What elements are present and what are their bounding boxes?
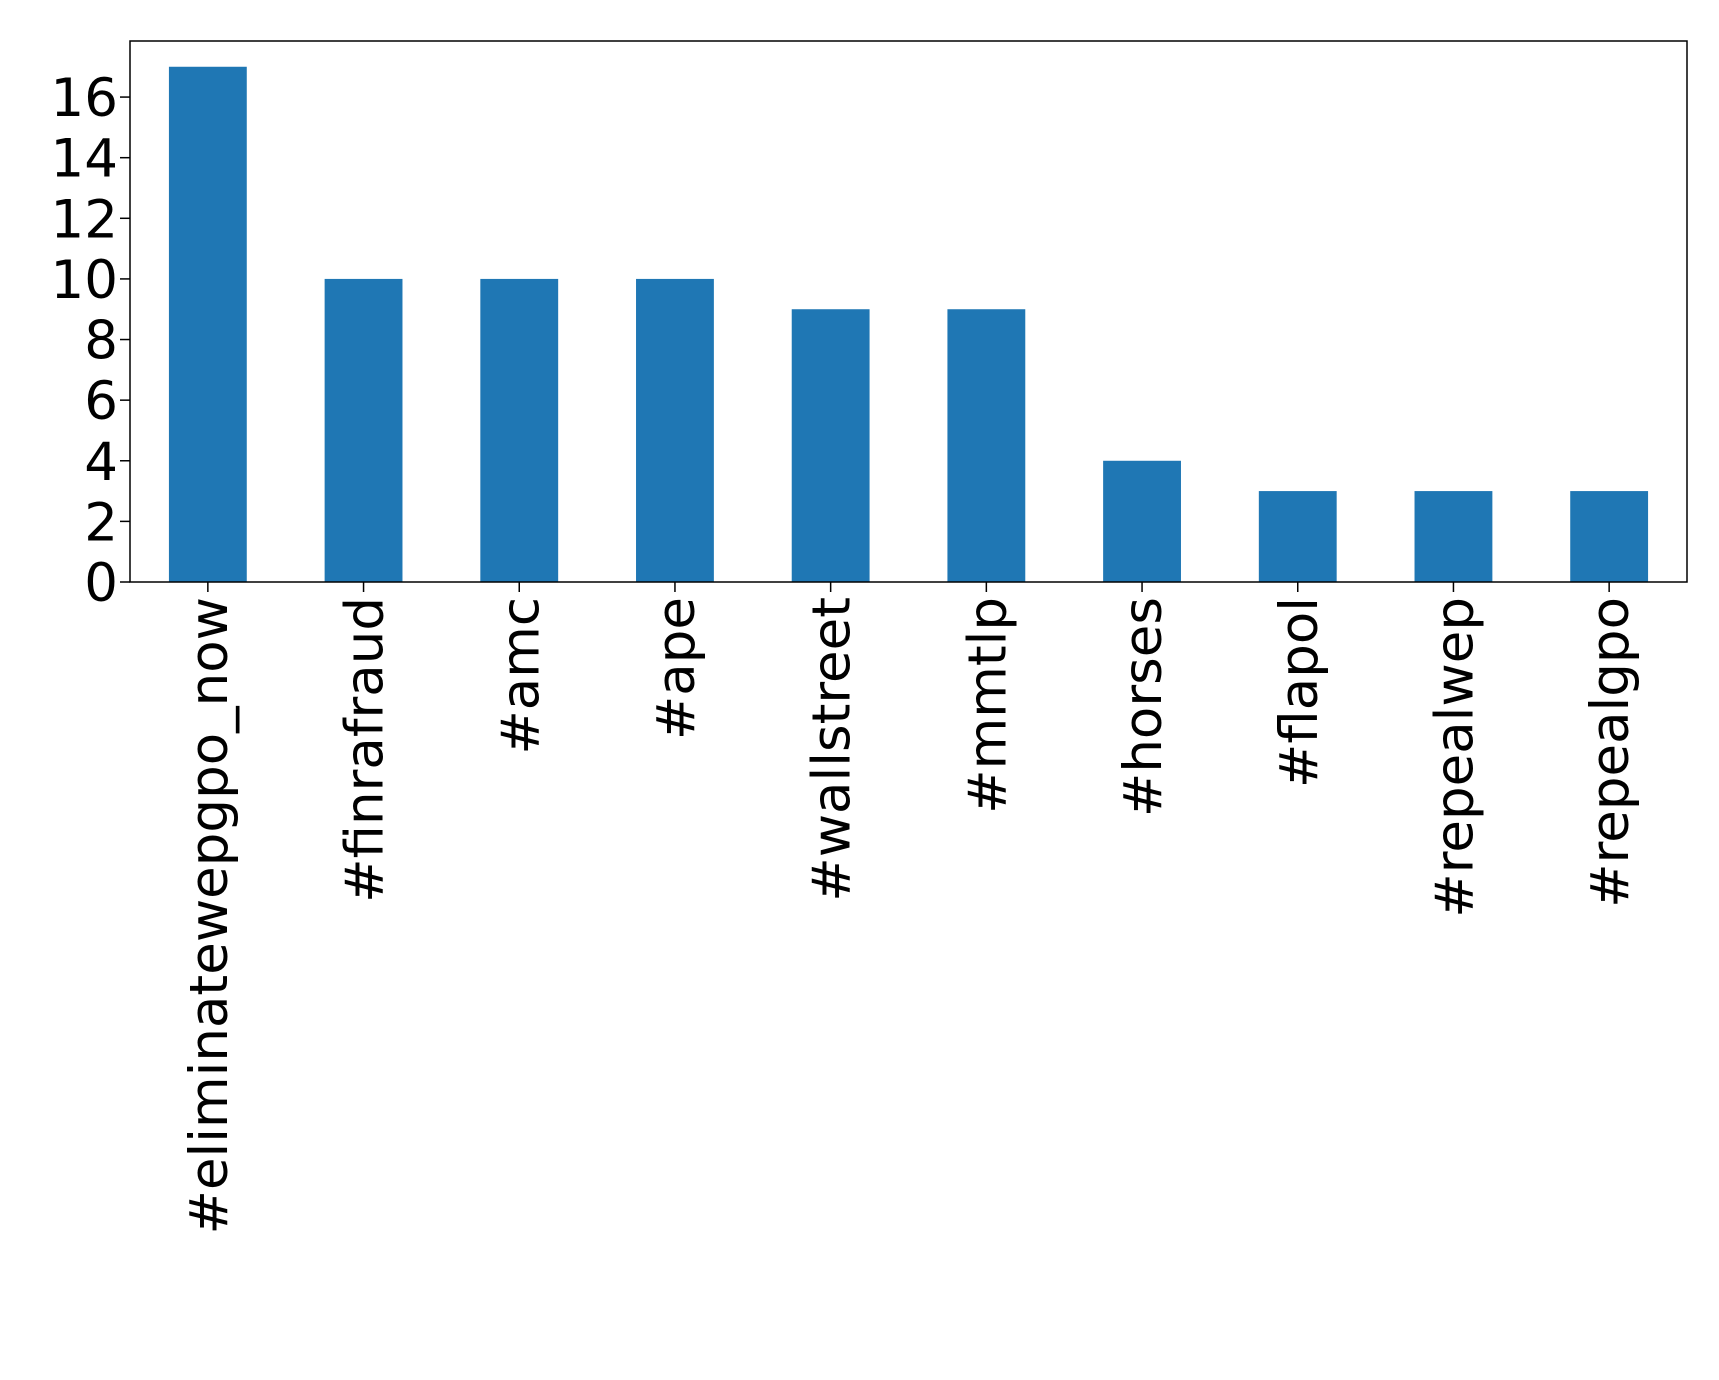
- y-tick-label: 2: [84, 492, 118, 553]
- y-tick-label: 10: [51, 250, 118, 311]
- y-tick-label: 6: [84, 371, 118, 432]
- bar: [947, 309, 1026, 582]
- y-tick-label: 8: [84, 311, 118, 372]
- x-tick-label: #finrafraud: [335, 597, 396, 903]
- x-tick-label: #amc: [490, 597, 551, 755]
- bar: [1103, 460, 1181, 582]
- x-tick-label: #mmtlp: [957, 597, 1018, 814]
- x-tick-label: #wallstreet: [802, 597, 863, 902]
- x-tick-label: #ape: [646, 597, 707, 740]
- y-tick-label: 14: [51, 129, 118, 190]
- bar: [480, 278, 559, 582]
- y-tick-label: 0: [84, 553, 118, 614]
- x-tick-label: #horses: [1113, 597, 1174, 817]
- bar: [1258, 491, 1337, 582]
- bar: [636, 278, 714, 582]
- x-tick-label: #repealgpo: [1580, 597, 1641, 908]
- bar: [1414, 491, 1493, 582]
- plot-frame: [129, 40, 1688, 583]
- x-tick-label: #flapol: [1269, 597, 1330, 788]
- bar: [1570, 491, 1649, 582]
- bar: [791, 309, 870, 582]
- bar: [324, 278, 403, 582]
- y-tick-label: 12: [51, 189, 118, 250]
- x-tick-label: #eliminatewepgpo_now: [179, 597, 240, 1234]
- y-tick-label: 16: [51, 68, 118, 129]
- bar: [168, 66, 247, 582]
- x-tick-label: #repealwep: [1424, 597, 1485, 918]
- y-tick-label: 4: [84, 432, 118, 493]
